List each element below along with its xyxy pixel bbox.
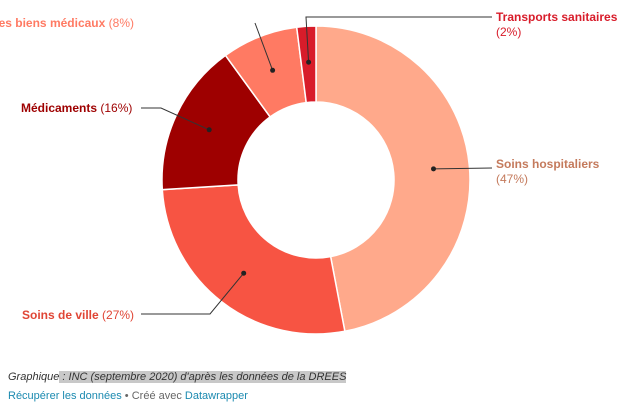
leader-dot-soins-de-ville — [241, 270, 247, 276]
slice-percent: (2%) — [496, 25, 522, 39]
donut-chart — [141, 16, 493, 335]
leader-line-soins-hospitaliers — [433, 167, 493, 170]
source-text: : INC (septembre 2020) d'après les donné… — [59, 371, 347, 383]
chart-source: Graphique : INC (septembre 2020) d'après… — [8, 371, 347, 383]
leader-line-medicaments — [141, 107, 210, 131]
leader-line-transports-sanitaires — [305, 16, 492, 63]
leader-dot-transports-sanitaires — [306, 59, 312, 65]
slice-name: Soins hospitaliers — [496, 157, 600, 171]
slice-name: Médicaments — [21, 101, 98, 115]
chart-footer-links: Récupérer les données • Créé avec Datawr… — [8, 390, 248, 402]
leader-dot-medicaments — [206, 127, 212, 133]
slice-name: Soins de ville — [22, 308, 99, 322]
slice-percent: (27%) — [102, 308, 135, 322]
leader-line-soins-de-ville — [141, 272, 245, 315]
label-medicaments: Médicaments (16%) — [21, 101, 132, 116]
slice-soins-de-ville — [161, 184, 346, 335]
label-transports-sanitaires: Transports sanitaires (2%) — [496, 10, 617, 40]
slice-percent: (47%) — [496, 172, 529, 186]
leader-line-autres-biens-medicaux — [254, 22, 274, 71]
slice-percent: (16%) — [100, 101, 133, 115]
datawrapper-link[interactable]: Datawrapper — [184, 390, 248, 402]
leader-dot-autres-biens-medicaux — [270, 67, 276, 73]
label-soins-de-ville: Soins de ville (27%) — [22, 308, 134, 323]
label-soins-hospitaliers: Soins hospitaliers (47%) — [496, 157, 599, 187]
created-with-text: • Créé avec — [121, 390, 185, 402]
slice-soins-hospitaliers — [315, 25, 471, 333]
get-data-link[interactable]: Récupérer les données — [8, 390, 122, 402]
slice-transports-sanitaires — [295, 25, 317, 104]
label-autres-biens-medicaux: Autres biens médicaux (8%) — [0, 16, 134, 31]
donut-slices — [161, 25, 471, 335]
leader-dot-soins-hospitaliers — [431, 166, 436, 172]
slice-percent: (8%) — [108, 16, 134, 30]
source-prefix: Graphique — [8, 371, 60, 383]
leader-lines — [141, 16, 493, 315]
slice-name: Transports sanitaires — [496, 10, 618, 24]
slice-name: Autres biens médicaux — [0, 16, 106, 30]
